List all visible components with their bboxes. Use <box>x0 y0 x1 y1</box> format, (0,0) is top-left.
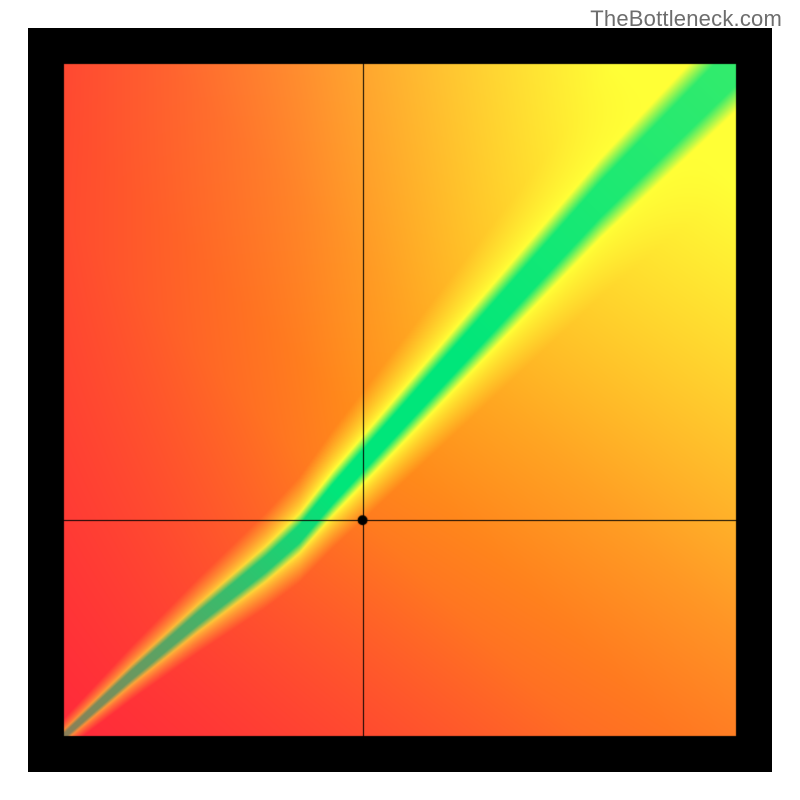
chart-frame <box>28 28 772 772</box>
heatmap-canvas <box>28 28 772 772</box>
watermark-label: TheBottleneck.com <box>590 6 782 32</box>
chart-container: TheBottleneck.com <box>0 0 800 800</box>
